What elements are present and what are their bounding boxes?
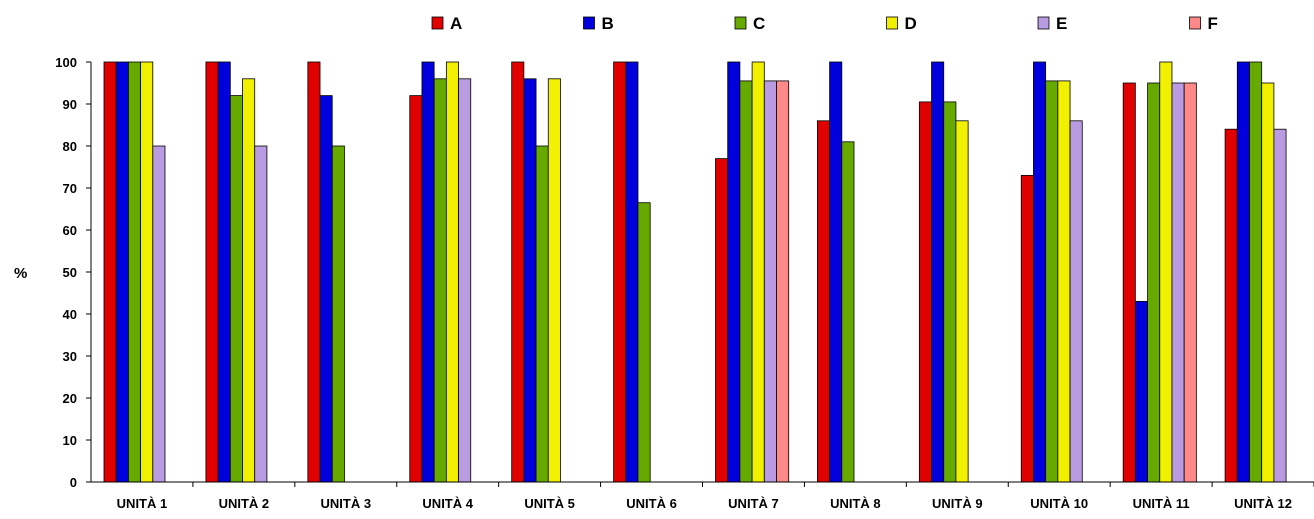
bar-c-11: [1147, 82, 1161, 483]
bar-e-11: [1171, 82, 1185, 483]
bar-c-4: [433, 78, 447, 483]
bar-d-5: [547, 78, 561, 483]
bar-e-12: [1273, 128, 1287, 483]
y-tick-label: 50: [63, 265, 77, 280]
bar-e-2: [254, 145, 268, 483]
bar-c-8: [841, 141, 855, 483]
legend-label-a: A: [450, 14, 462, 33]
y-axis-label: %: [14, 265, 27, 282]
y-tick-label: 70: [63, 181, 77, 196]
bar-e-7: [763, 80, 777, 483]
x-category-label: UNITÀ 9: [932, 496, 983, 511]
bar-a-8: [817, 120, 831, 483]
y-axis-ticks: 0 10 20 30 40 50 60 70 80 90 100: [55, 55, 91, 490]
legend-label-d: D: [905, 14, 917, 33]
bars: [103, 61, 1287, 483]
x-category-label: UNITÀ 11: [1133, 496, 1190, 511]
bar-b-11: [1134, 300, 1148, 483]
bar-b-1: [115, 61, 129, 483]
bar-a-11: [1122, 82, 1136, 483]
legend-label-e: E: [1056, 14, 1067, 33]
bar-a-5: [511, 61, 525, 483]
x-category-label: UNITÀ 10: [1030, 496, 1088, 511]
bar-b-4: [421, 61, 435, 483]
bar-b-2: [217, 61, 231, 483]
bar-d-11: [1159, 61, 1173, 483]
legend-swatch-c: [734, 16, 747, 30]
y-tick-label: 60: [63, 223, 77, 238]
bar-c-7: [739, 80, 753, 483]
bar-a-6: [613, 61, 627, 483]
axes: [90, 62, 1314, 487]
y-tick-label: 40: [63, 307, 77, 322]
legend-swatch-b: [583, 16, 595, 30]
legend-swatch-f: [1189, 16, 1201, 30]
legend: A B C D E F: [431, 14, 1218, 33]
bar-a-4: [409, 95, 423, 483]
x-category-label: UNITÀ 1: [117, 496, 168, 511]
bar-b-9: [931, 61, 945, 483]
bar-c-9: [943, 101, 957, 483]
bar-e-10: [1069, 120, 1083, 483]
bar-c-10: [1045, 80, 1059, 483]
y-tick-label: 30: [63, 349, 77, 364]
x-category-label: UNITÀ 6: [626, 496, 677, 511]
y-tick-label: 0: [70, 475, 77, 490]
x-category-label: UNITÀ 4: [422, 496, 473, 511]
bar-a-10: [1020, 174, 1034, 483]
x-category-label: UNITÀ 2: [219, 496, 270, 511]
x-axis-categories: UNITÀ 1 UNITÀ 2 UNITÀ 3 UNITÀ 4 UNITÀ 5 UNITÀ…: [117, 496, 1292, 511]
bar-d-4: [445, 61, 459, 483]
bar-a-7: [715, 158, 729, 483]
legend-label-c: C: [753, 14, 765, 33]
bar-f-7: [776, 80, 790, 483]
bar-d-10: [1057, 80, 1071, 483]
bar-b-7: [727, 61, 741, 483]
y-tick-label: 90: [63, 97, 77, 112]
bar-b-6: [625, 61, 639, 483]
y-tick-label: 80: [63, 139, 77, 154]
bar-e-1: [152, 145, 166, 483]
bar-c-6: [637, 202, 651, 483]
bar-d-9: [955, 120, 969, 483]
bar-c-12: [1249, 61, 1263, 483]
legend-swatch-d: [886, 16, 898, 30]
bar-c-5: [535, 145, 549, 483]
bar-b-8: [829, 61, 843, 483]
bar-b-10: [1033, 61, 1047, 483]
y-tick-label: 20: [63, 391, 77, 406]
bar-f-11: [1183, 82, 1197, 483]
bar-c-1: [127, 61, 141, 483]
bar-a-12: [1224, 128, 1238, 483]
legend-label-b: B: [602, 14, 614, 33]
bar-d-2: [242, 78, 256, 483]
bar-a-1: [103, 61, 117, 483]
x-category-label: UNITÀ 5: [524, 496, 575, 511]
legend-swatch-e: [1037, 16, 1050, 30]
bar-c-2: [229, 95, 243, 483]
y-tick-label: 10: [63, 433, 77, 448]
bar-d-7: [751, 61, 765, 483]
legend-label-f: F: [1208, 14, 1218, 33]
bar-b-3: [319, 95, 333, 483]
x-category-label: UNITÀ 3: [321, 496, 372, 511]
bar-b-12: [1236, 61, 1250, 483]
bar-c-3: [331, 145, 345, 483]
bar-d-1: [140, 61, 154, 483]
bar-a-9: [918, 101, 932, 483]
bar-d-12: [1261, 82, 1275, 483]
legend-swatch-a: [431, 16, 444, 30]
bar-a-2: [205, 61, 219, 483]
bar-a-3: [307, 61, 321, 483]
x-category-label: UNITÀ 12: [1234, 496, 1292, 511]
y-tick-label: 100: [55, 55, 77, 70]
bar-e-4: [458, 78, 472, 483]
x-category-label: UNITÀ 8: [830, 496, 881, 511]
x-category-label: UNITÀ 7: [728, 496, 779, 511]
bar-b-5: [523, 78, 537, 483]
